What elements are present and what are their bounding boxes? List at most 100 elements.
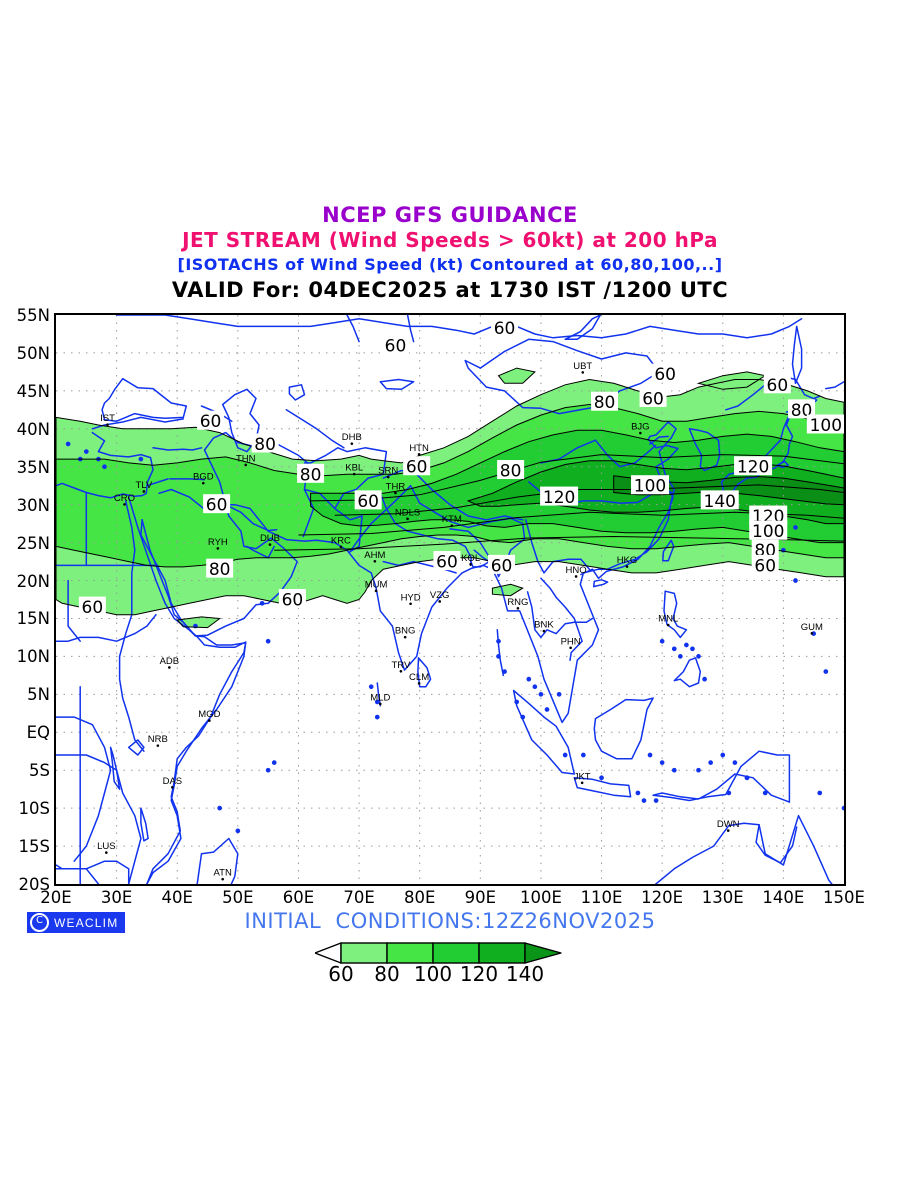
city-dot-tlv xyxy=(142,490,146,493)
city-label-nrb: NRB xyxy=(148,734,168,745)
isotach-patch-60-3 xyxy=(177,616,220,628)
city-label-rng: RNG xyxy=(507,597,528,608)
contour-label-120-18: 120 xyxy=(737,458,769,478)
isotach-bands xyxy=(56,368,844,628)
contour-label-bg-1 xyxy=(381,334,409,354)
map-plot-area[interactable]: IST CRO TLV BGD THN RYH DUB KRC KBL DHB HTN SRN THR N… xyxy=(54,313,846,886)
coastline-segment-39 xyxy=(285,409,345,449)
page-subtitle-isotachs: [ISOTACHS of Wind Speed (kt) Contoured a… xyxy=(177,255,723,274)
coastline-segment-67 xyxy=(649,435,669,445)
colorbar xyxy=(315,941,577,967)
coastline-segment-68 xyxy=(127,739,145,756)
coastline-segment-60 xyxy=(169,478,206,481)
contour-label-140-17: 140 xyxy=(704,492,736,512)
contour-label-60-2: 60 xyxy=(654,365,676,385)
island-dot-3 xyxy=(671,646,677,652)
colorbar-tick-80: 80 xyxy=(374,962,400,986)
x-tick-40E: 40E xyxy=(161,888,193,907)
contour-label-bg-18 xyxy=(734,456,773,476)
contour-label-60-5: 60 xyxy=(200,412,222,432)
colorbar-left-arrow xyxy=(315,942,342,964)
city-dot-dwn xyxy=(726,829,730,832)
city-label-mnl: MNL xyxy=(658,614,678,625)
island-dot-10 xyxy=(514,699,520,705)
coastline-segment-4 xyxy=(140,519,197,637)
coastline-segment-70 xyxy=(140,807,149,842)
coastline-segment-54 xyxy=(376,682,382,707)
city-dot-thr xyxy=(394,491,397,495)
coastline-segment-18 xyxy=(512,689,576,775)
contour-label-bg-0 xyxy=(491,317,519,337)
coastline-segment-32 xyxy=(791,325,803,385)
contour-label-80-9: 80 xyxy=(254,435,276,455)
contour-label-bg-10 xyxy=(297,463,325,483)
city-label-lus: LUS xyxy=(97,841,115,852)
colorbar-tick-120: 120 xyxy=(459,962,499,986)
city-dot-bng xyxy=(403,635,407,639)
coastline-segment-1 xyxy=(91,416,185,430)
contour-label-bg-24 xyxy=(78,596,106,616)
coastline-segment-56 xyxy=(812,395,821,400)
city-dot-hno xyxy=(574,575,578,578)
contour-label-bg-25 xyxy=(278,589,306,608)
island-dot-13 xyxy=(556,691,562,697)
coastline-segment-53 xyxy=(755,824,798,864)
city-label-krc: KRC xyxy=(331,535,351,546)
contour-label-60-25: 60 xyxy=(282,591,304,611)
contour-label-bg-5 xyxy=(197,410,225,430)
contour-label-bg-9 xyxy=(251,433,279,453)
colorbar-tick-140: 140 xyxy=(505,962,545,986)
contour-label-bg-17 xyxy=(700,490,739,510)
coastline-segment-3 xyxy=(141,519,247,884)
island-dot-45 xyxy=(235,828,241,834)
contour-label-80-8: 80 xyxy=(594,393,616,413)
contour-label-bg-3 xyxy=(763,374,791,394)
city-label-hno: HNO xyxy=(566,565,587,576)
contour-label-100-16: 100 xyxy=(634,477,666,497)
city-dot-jkt xyxy=(580,781,584,785)
contour-label-bg-16 xyxy=(631,475,670,495)
city-dot-lus xyxy=(105,851,108,854)
coastline-segment-65 xyxy=(67,579,81,642)
city-dot-bjg xyxy=(639,431,642,435)
city-label-bng: BNG xyxy=(395,626,416,637)
coastlines xyxy=(56,315,844,884)
coastline-segment-61 xyxy=(146,478,169,487)
contour-label-60-4: 60 xyxy=(642,389,664,409)
island-dot-20 xyxy=(659,760,665,765)
contour-label-bg-26 xyxy=(433,551,461,571)
coastline-segment-29 xyxy=(417,657,432,688)
contour-label-bg-14 xyxy=(354,490,382,510)
city-dot-trv xyxy=(399,669,403,673)
contour-label-80-23: 80 xyxy=(209,560,231,580)
isotach-patch-60-2-outline xyxy=(491,583,524,597)
island-dot-40 xyxy=(265,638,271,644)
colorbar-tick-60: 60 xyxy=(328,962,354,986)
weaclim-label: WEACLIM xyxy=(54,915,119,930)
weaclim-logo[interactable]: C WEACLIM xyxy=(27,912,126,933)
city-dot-hyd xyxy=(409,602,412,606)
coastline-segment-0 xyxy=(101,377,188,422)
city-label-dwn: DWN xyxy=(717,819,740,830)
island-dot-35 xyxy=(83,449,89,454)
island-dot-50 xyxy=(599,775,604,781)
island-dot-46 xyxy=(265,767,271,773)
contour-label-60-24: 60 xyxy=(82,598,104,618)
coastline-segment-52 xyxy=(406,315,415,343)
isotach-band-120-outline xyxy=(466,460,844,525)
island-dot-53 xyxy=(653,798,659,803)
contour-label-60-14: 60 xyxy=(357,492,379,512)
island-dot-24 xyxy=(368,684,374,690)
city-dot-mgd xyxy=(208,719,211,722)
city-dot-gum xyxy=(810,632,814,635)
coastline-segment-66 xyxy=(56,864,100,884)
island-dot-4 xyxy=(659,638,665,644)
coastline-segment-40 xyxy=(525,519,591,574)
city-dot-nrb xyxy=(156,744,160,747)
island-dot-27 xyxy=(502,669,507,674)
island-dot-14 xyxy=(720,752,726,758)
coastline-segment-12 xyxy=(115,315,803,339)
x-tick-110E: 110E xyxy=(580,888,623,907)
contour-label-80-11: 80 xyxy=(500,462,522,482)
island-dot-56 xyxy=(762,790,768,796)
